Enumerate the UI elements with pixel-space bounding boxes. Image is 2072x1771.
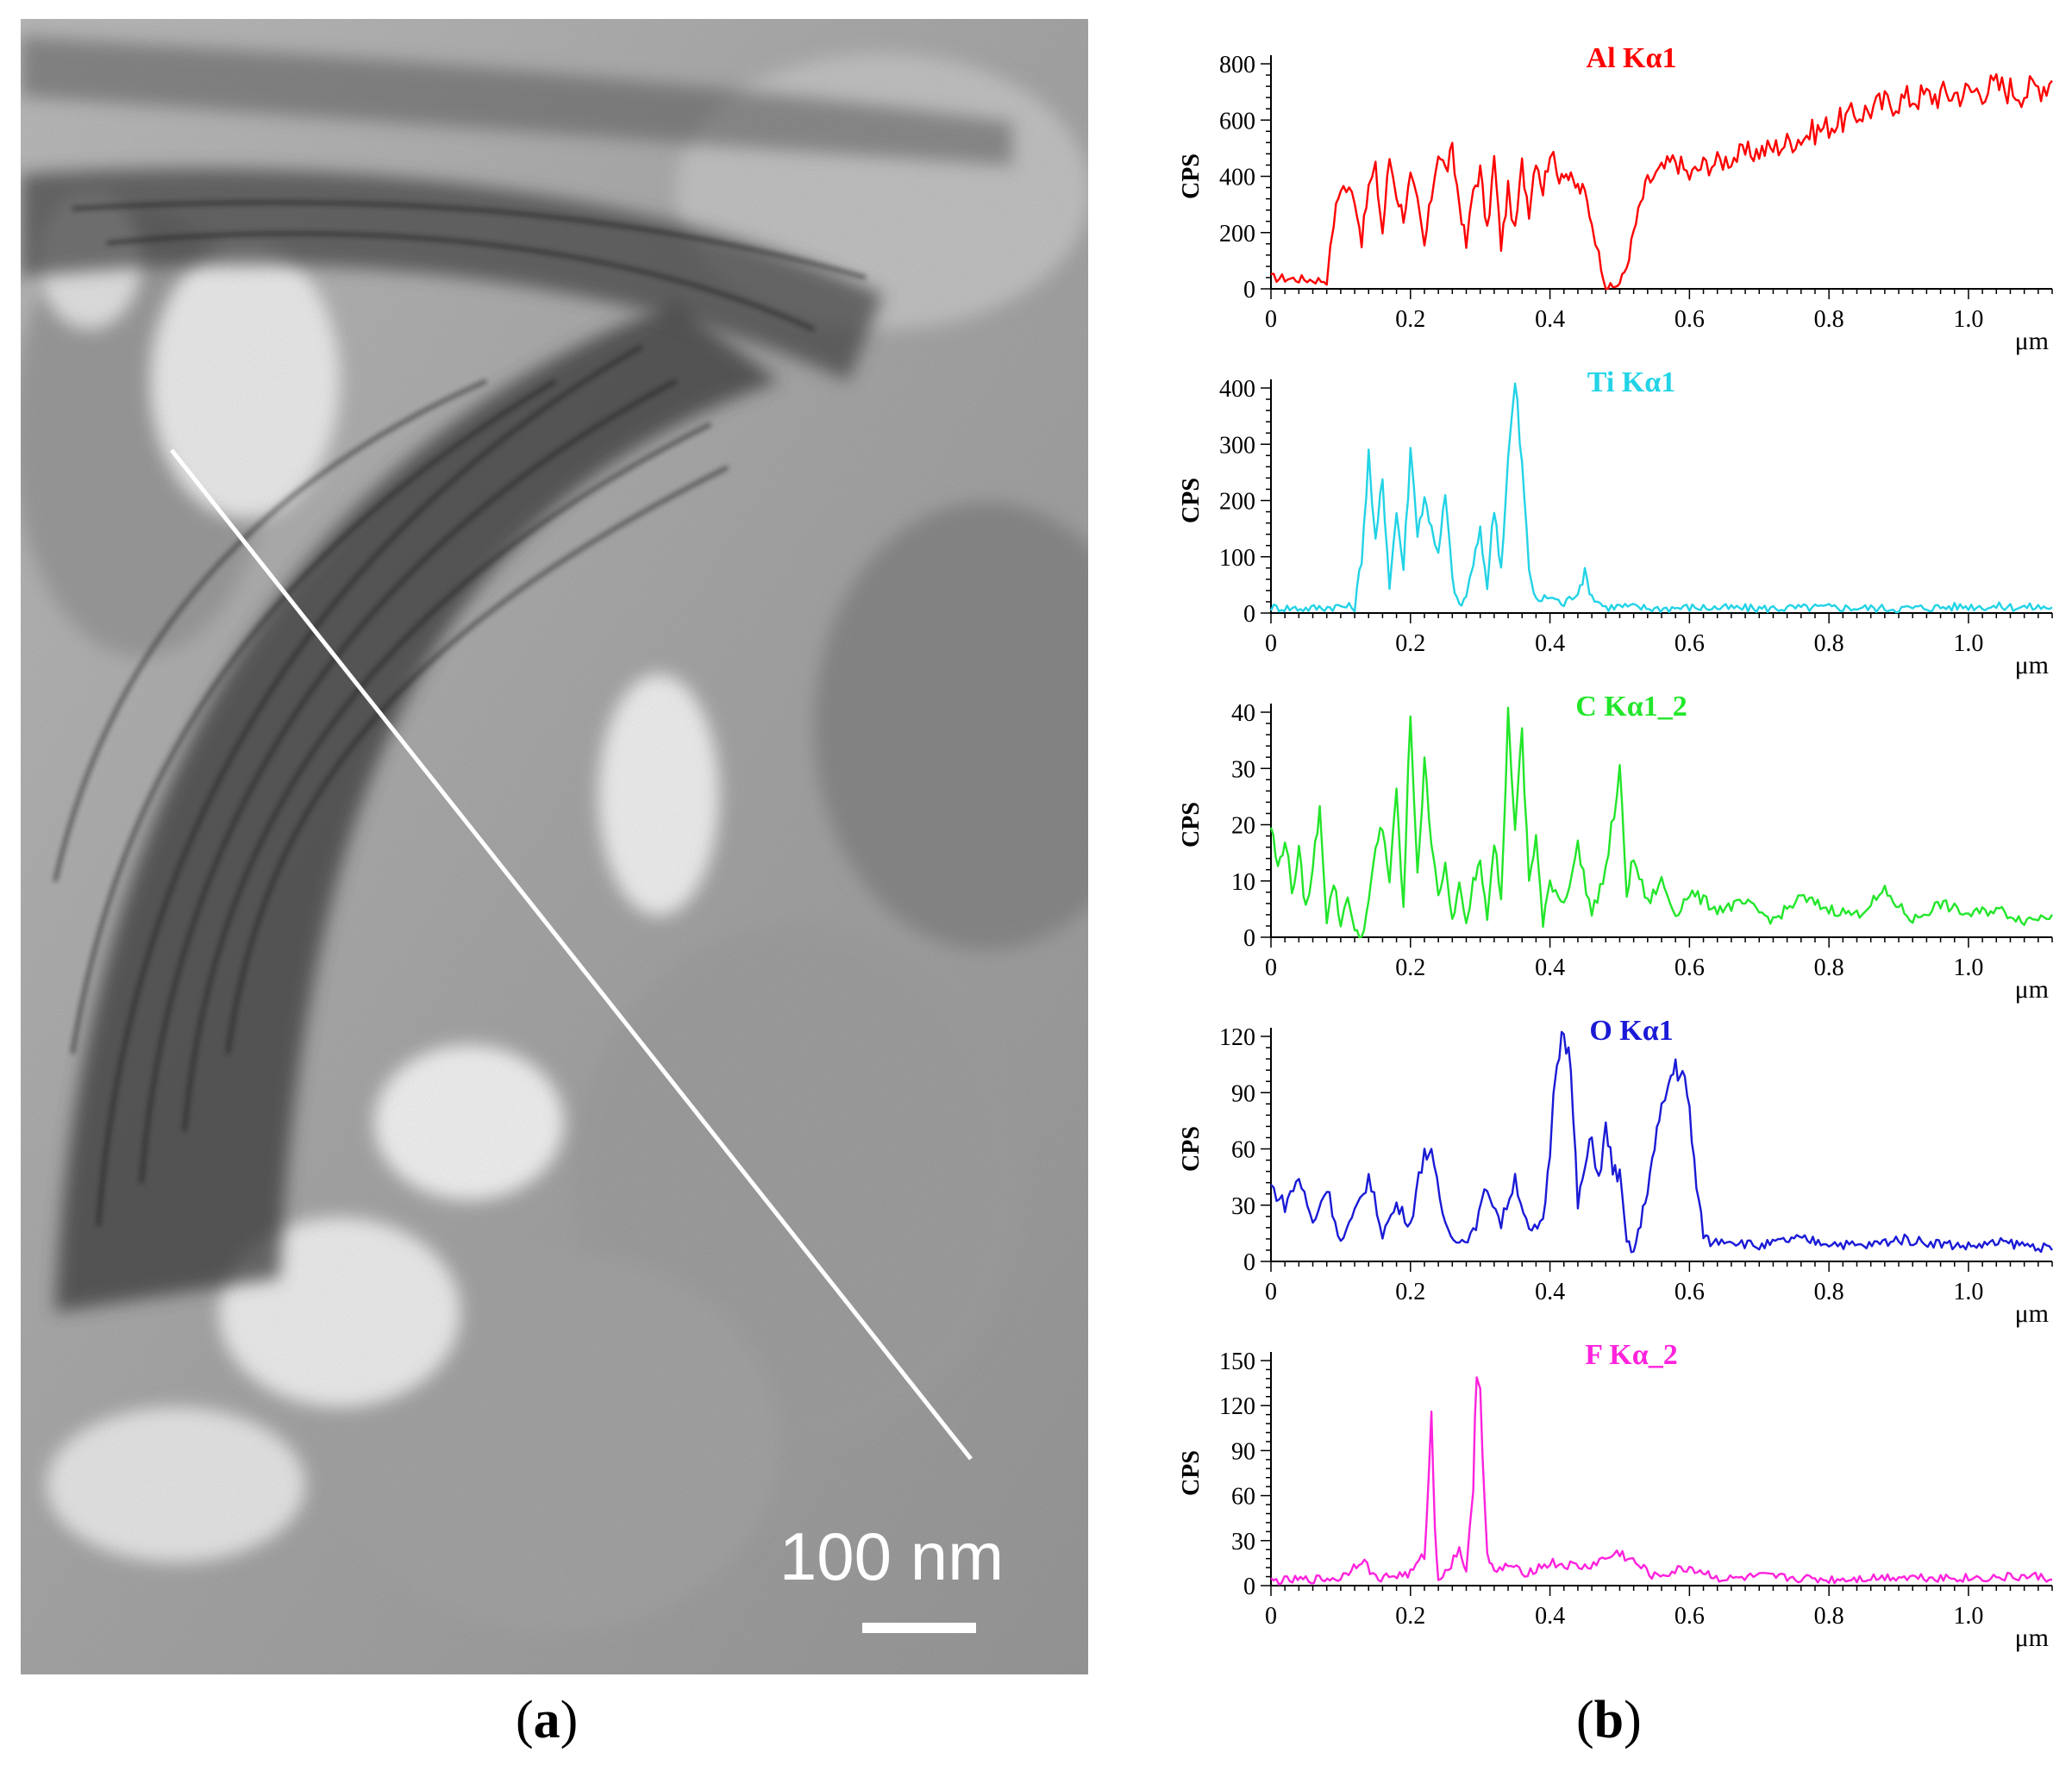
x-axis-label: μm — [2015, 975, 2049, 1004]
eds-chart-2: 0 10 20 30 40 0 0.2 0.4 0.6 0.8 1.0 μm CPS C Kα1_2 — [1178, 691, 2054, 1004]
x-tick-label: 0.8 — [1814, 630, 1844, 657]
y-tick-label: 120 — [1219, 1024, 1255, 1051]
eds-chart-0: 0 200 400 600 800 0 0.2 0.4 0.6 0.8 1.0 μm CPS Al Kα1 — [1178, 42, 2053, 355]
x-tick-label: 0.2 — [1395, 1279, 1425, 1305]
y-tick-label: 40 — [1231, 700, 1255, 727]
micrograph-lamellar-band — [21, 19, 1088, 1674]
x-tick-label: 0 — [1265, 306, 1277, 333]
y-tick-label: 300 — [1219, 432, 1255, 459]
y-tick-label: 0 — [1243, 925, 1255, 952]
y-tick-label: 30 — [1231, 756, 1255, 783]
y-axis-label: CPS — [1178, 1126, 1205, 1172]
x-axis-label: μm — [2015, 1624, 2049, 1652]
chart-title: O Kα1 — [1589, 1015, 1673, 1047]
x-tick-label: 0.4 — [1535, 1279, 1565, 1305]
eds-chart-3: 0 30 60 90 120 0 0.2 0.4 0.6 0.8 1.0 μm CPS O Kα1 — [1178, 1015, 2053, 1328]
series-line — [1270, 1030, 2053, 1254]
x-tick-label: 0.4 — [1535, 954, 1565, 981]
y-tick-label: 90 — [1231, 1438, 1255, 1465]
x-tick-label: 0 — [1265, 1279, 1277, 1305]
chart-title: C Kα1_2 — [1575, 691, 1687, 723]
scale-bar-label: 100 nm — [779, 1518, 1004, 1594]
eds-chart-1: 0 100 200 300 400 0 0.2 0.4 0.6 0.8 1.0 μm CPS Ti Kα1 — [1178, 366, 2053, 679]
y-tick-label: 90 — [1231, 1080, 1255, 1107]
x-tick-label: 0.2 — [1395, 1603, 1425, 1630]
x-tick-label: 0.2 — [1395, 306, 1425, 333]
y-tick-label: 100 — [1219, 545, 1255, 572]
panel-label-b: (b) — [1576, 1691, 1642, 1749]
y-tick-label: 20 — [1231, 813, 1255, 840]
x-tick-label: 0.6 — [1675, 630, 1705, 657]
y-tick-label: 60 — [1231, 1137, 1255, 1164]
series-line — [1270, 1376, 2053, 1586]
x-axis-label: μm — [2015, 327, 2049, 355]
y-tick-label: 0 — [1243, 1574, 1255, 1600]
x-tick-label: 0.4 — [1535, 306, 1565, 333]
x-tick-label: 0.8 — [1814, 1603, 1844, 1630]
y-tick-label: 800 — [1219, 52, 1255, 78]
x-axis-label: μm — [2015, 651, 2049, 679]
y-tick-label: 0 — [1243, 1249, 1255, 1276]
y-axis-label: CPS — [1178, 1450, 1205, 1496]
x-tick-label: 0.8 — [1814, 1279, 1844, 1305]
y-tick-label: 400 — [1219, 165, 1255, 191]
x-tick-label: 0.6 — [1675, 1603, 1705, 1630]
y-axis-label: CPS — [1178, 478, 1205, 523]
y-tick-label: 60 — [1231, 1484, 1255, 1511]
x-tick-label: 1.0 — [1953, 630, 1983, 657]
y-tick-label: 200 — [1219, 221, 1255, 247]
y-tick-label: 0 — [1243, 277, 1255, 304]
x-tick-label: 0 — [1265, 630, 1277, 657]
x-tick-label: 0 — [1265, 954, 1277, 981]
x-tick-label: 0 — [1265, 1603, 1277, 1630]
y-tick-label: 200 — [1219, 489, 1255, 516]
x-tick-label: 0.6 — [1675, 1279, 1705, 1305]
x-tick-label: 0.6 — [1675, 306, 1705, 333]
x-tick-label: 1.0 — [1953, 1603, 1983, 1630]
x-tick-label: 1.0 — [1953, 1279, 1983, 1305]
chart-title: F Kα_2 — [1585, 1339, 1677, 1371]
y-tick-label: 400 — [1219, 376, 1255, 403]
chart-title: Ti Kα1 — [1587, 366, 1675, 398]
y-tick-label: 30 — [1231, 1193, 1255, 1220]
scale-bar — [862, 1623, 976, 1633]
series-line — [1269, 706, 2054, 939]
x-tick-label: 0.8 — [1814, 306, 1844, 333]
y-tick-label: 10 — [1231, 869, 1255, 896]
series-line — [1270, 72, 2053, 291]
y-tick-label: 120 — [1219, 1393, 1255, 1420]
x-tick-label: 0.4 — [1535, 630, 1565, 657]
eds-line-scan — [170, 448, 973, 1461]
y-tick-label: 30 — [1231, 1529, 1255, 1555]
x-tick-label: 1.0 — [1953, 954, 1983, 981]
x-axis-label: μm — [2015, 1299, 2049, 1328]
chart-title: Al Kα1 — [1587, 42, 1677, 74]
y-axis-label: CPS — [1178, 153, 1205, 199]
y-tick-label: 150 — [1219, 1349, 1255, 1375]
series-line — [1269, 382, 2053, 614]
tem-micrograph: 100 nm — [21, 19, 1088, 1674]
y-tick-label: 0 — [1243, 601, 1255, 628]
y-axis-label: CPS — [1178, 802, 1205, 848]
x-tick-label: 0.8 — [1814, 954, 1844, 981]
x-tick-label: 0.6 — [1675, 954, 1705, 981]
x-tick-label: 0.2 — [1395, 630, 1425, 657]
x-tick-label: 1.0 — [1953, 306, 1983, 333]
x-tick-label: 0.4 — [1535, 1603, 1565, 1630]
x-tick-label: 0.2 — [1395, 954, 1425, 981]
panel-label-a: (a) — [516, 1691, 579, 1749]
y-tick-label: 600 — [1219, 108, 1255, 135]
eds-chart-4: 0 30 60 90 120 150 0 0.2 0.4 0.6 0.8 1.0 μm CPS F Kα_2 — [1178, 1339, 2053, 1652]
